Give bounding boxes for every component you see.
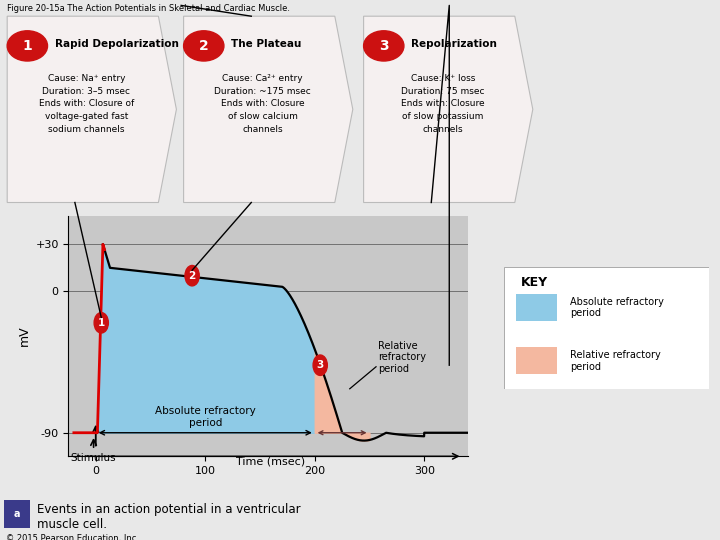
FancyBboxPatch shape (516, 348, 557, 374)
Text: 2: 2 (189, 271, 196, 281)
Text: The Plateau: The Plateau (231, 39, 302, 49)
Text: Cause: Na⁺ entry
Duration: 3–5 msec
Ends with: Closure of
voltage-gated fast
sod: Cause: Na⁺ entry Duration: 3–5 msec Ends… (39, 74, 134, 134)
Text: Absolute refractory
period: Absolute refractory period (155, 407, 256, 428)
Text: Time (msec): Time (msec) (236, 456, 305, 467)
Text: 1: 1 (98, 318, 105, 328)
Text: Relative refractory
period: Relative refractory period (570, 350, 660, 372)
Text: Cause: K⁺ loss
Duration: 75 msec
Ends with: Closure
of slow potassium
channels: Cause: K⁺ loss Duration: 75 msec Ends wi… (401, 74, 485, 134)
Text: Relative
refractory
period: Relative refractory period (378, 341, 426, 374)
Text: 1: 1 (22, 39, 32, 53)
Text: a: a (14, 509, 21, 518)
FancyBboxPatch shape (504, 267, 709, 389)
Circle shape (185, 266, 199, 286)
Circle shape (313, 355, 328, 375)
Y-axis label: mV: mV (18, 326, 31, 347)
FancyBboxPatch shape (516, 294, 557, 321)
Text: Stimulus: Stimulus (71, 453, 117, 463)
Text: Events in an action potential in a ventricular
muscle cell.: Events in an action potential in a ventr… (37, 503, 301, 531)
Text: © 2015 Pearson Education, Inc.: © 2015 Pearson Education, Inc. (6, 534, 139, 540)
Text: Repolarization: Repolarization (411, 39, 497, 49)
Text: 3: 3 (317, 360, 324, 370)
Text: Cause: Ca²⁺ entry
Duration: ~175 msec
Ends with: Closure
of slow calcium
channel: Cause: Ca²⁺ entry Duration: ~175 msec En… (215, 74, 311, 134)
Text: Figure 20-15a The Action Potentials in Skeletal and Cardiac Muscle.: Figure 20-15a The Action Potentials in S… (7, 4, 290, 13)
Text: KEY: KEY (521, 276, 547, 289)
Text: Rapid Depolarization: Rapid Depolarization (55, 39, 179, 49)
Text: Absolute refractory
period: Absolute refractory period (570, 296, 664, 318)
Text: 2: 2 (199, 39, 209, 53)
Text: 3: 3 (379, 39, 389, 53)
Circle shape (94, 313, 109, 333)
